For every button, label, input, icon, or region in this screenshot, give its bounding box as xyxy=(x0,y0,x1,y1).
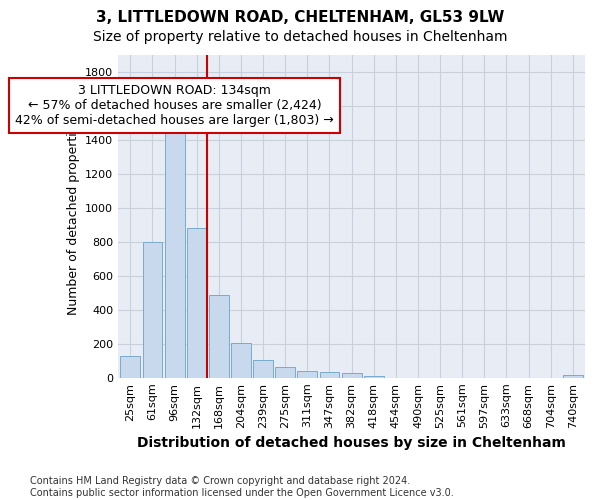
Bar xyxy=(231,343,251,378)
Bar xyxy=(341,373,362,378)
Bar xyxy=(143,242,163,378)
Text: 3, LITTLEDOWN ROAD, CHELTENHAM, GL53 9LW: 3, LITTLEDOWN ROAD, CHELTENHAM, GL53 9LW xyxy=(96,10,504,25)
Bar xyxy=(209,294,229,378)
Bar xyxy=(298,370,317,378)
Text: 3 LITTLEDOWN ROAD: 134sqm
← 57% of detached houses are smaller (2,424)
42% of se: 3 LITTLEDOWN ROAD: 134sqm ← 57% of detac… xyxy=(15,84,334,127)
Bar xyxy=(275,367,295,378)
Bar xyxy=(164,124,185,378)
Bar xyxy=(563,375,583,378)
Bar xyxy=(121,356,140,378)
Bar xyxy=(253,360,273,378)
Text: Size of property relative to detached houses in Cheltenham: Size of property relative to detached ho… xyxy=(93,30,507,44)
X-axis label: Distribution of detached houses by size in Cheltenham: Distribution of detached houses by size … xyxy=(137,436,566,450)
Y-axis label: Number of detached properties: Number of detached properties xyxy=(67,118,80,315)
Bar xyxy=(320,372,340,378)
Bar xyxy=(364,376,383,378)
Text: Contains HM Land Registry data © Crown copyright and database right 2024.
Contai: Contains HM Land Registry data © Crown c… xyxy=(30,476,454,498)
Bar xyxy=(187,228,206,378)
